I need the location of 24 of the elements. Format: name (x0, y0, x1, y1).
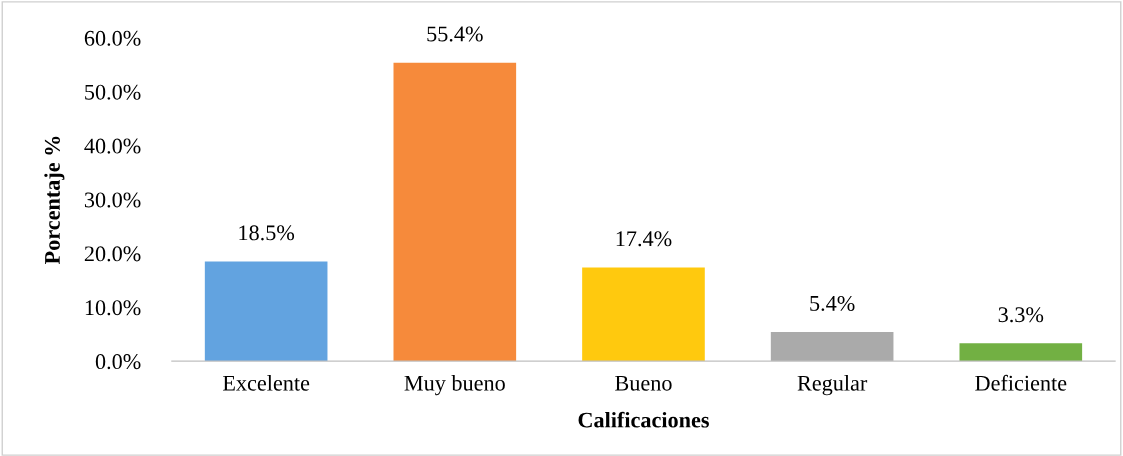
y-axis-title: Porcentaje % (44, 136, 65, 265)
data-label: 17.4% (616, 231, 672, 247)
y-tick-label: 40.0% (84, 138, 141, 154)
y-tick-label: 50.0% (85, 84, 141, 100)
bar (393, 62, 517, 362)
x-tick-label: Excelente (222, 375, 310, 391)
y-tick-label: 0.0% (95, 354, 141, 370)
data-label: 18.5% (239, 225, 295, 241)
data-label: 55.4% (427, 26, 483, 42)
bar (582, 267, 705, 362)
data-label: 3.3% (998, 307, 1044, 323)
y-tick-label: 20.0% (84, 246, 141, 262)
y-tick-label: 30.0% (84, 192, 141, 208)
bar (204, 261, 328, 362)
bar (959, 343, 1083, 362)
y-tick-label: 10.0% (85, 300, 141, 316)
x-tick-label: Bueno (615, 375, 672, 391)
bar (770, 332, 894, 362)
x-tick-label: Regular (797, 375, 868, 396)
y-tick-label: 60.0% (84, 30, 141, 46)
x-tick-label: Deficiente (975, 374, 1067, 391)
data-label: 5.4% (810, 295, 855, 311)
x-axis-title: Calificaciones (578, 411, 709, 428)
x-tick-label: Muy bueno (404, 375, 505, 396)
